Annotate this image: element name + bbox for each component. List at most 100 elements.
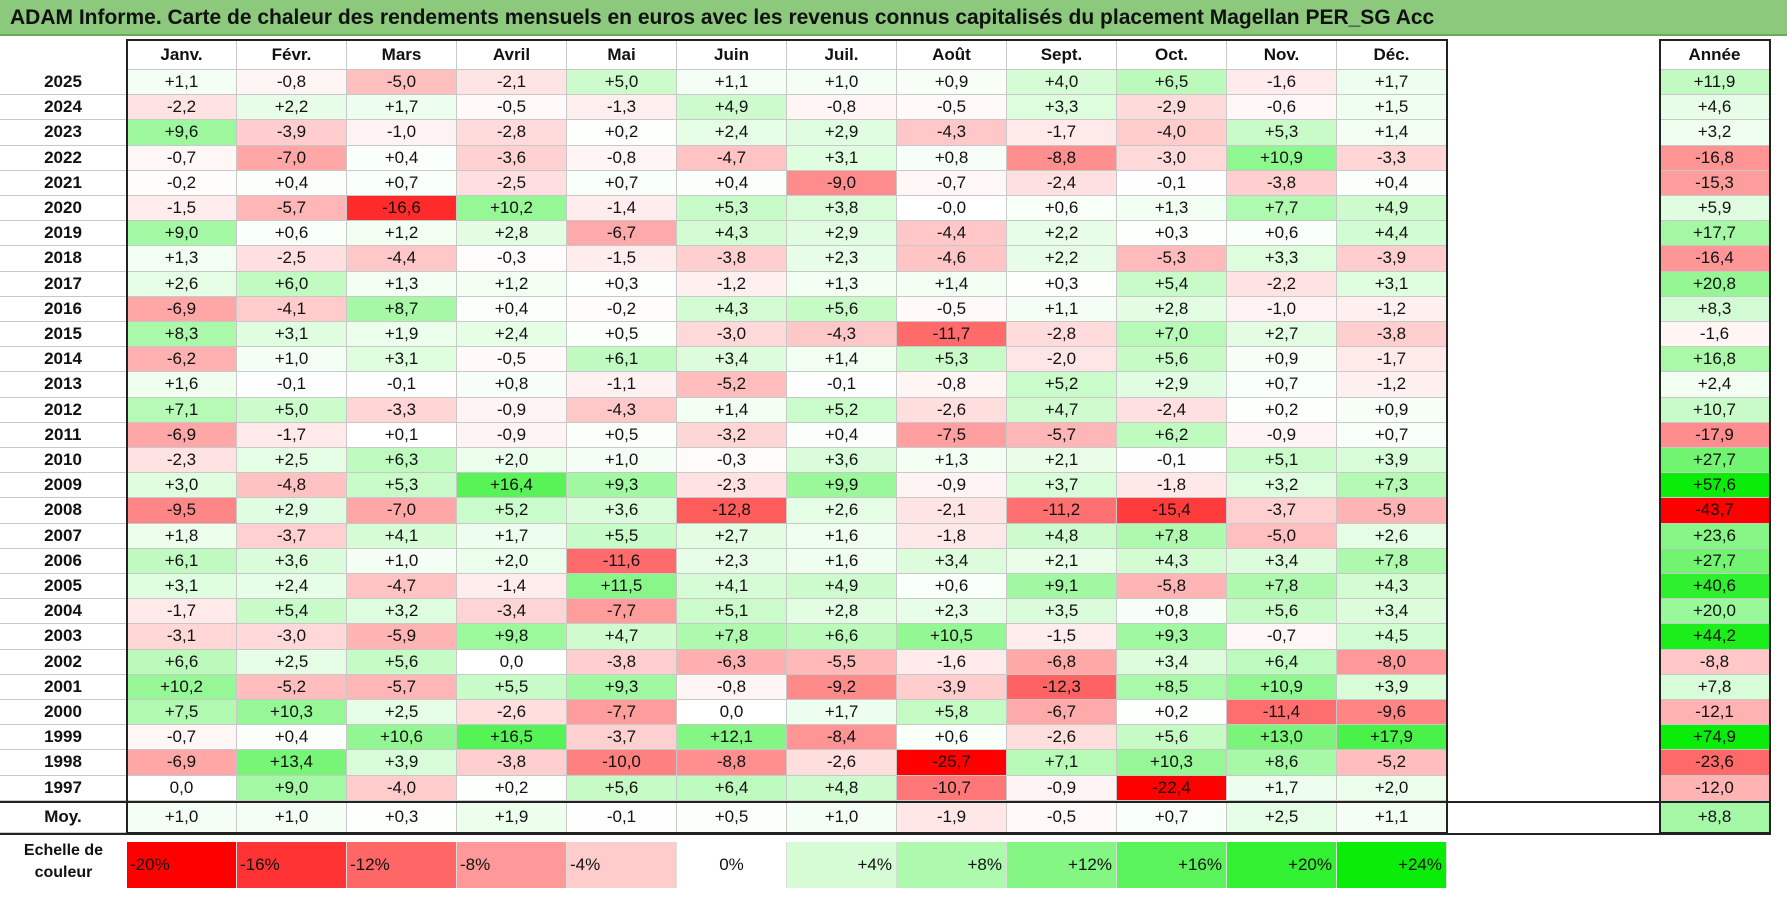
heatmap-cell: -6,9 [127, 750, 237, 776]
heatmap-cell: +3,5 [1007, 599, 1117, 625]
heatmap-cell: +1,1 [677, 70, 787, 96]
heatmap-cell: -0,2 [567, 296, 677, 322]
annual-cell: +4,6 [1660, 95, 1770, 121]
heatmap-cell: -3,4 [457, 599, 567, 625]
heatmap-cell: -3,8 [1337, 322, 1447, 348]
column-header: Août [897, 40, 1007, 70]
average-cell: +1,0 [237, 802, 347, 833]
heatmap-cell: -1,7 [127, 599, 237, 625]
heatmap-cell: -2,1 [897, 498, 1007, 524]
heatmap-cell: +9,3 [567, 674, 677, 700]
heatmap-cell: +3,1 [237, 322, 347, 348]
heatmap-cell: +5,6 [567, 775, 677, 801]
heatmap-cell: -0,9 [1007, 775, 1117, 801]
average-cell: -1,9 [897, 802, 1007, 833]
row-year-label: 2011 [0, 422, 127, 448]
heatmap-cell: +6,6 [787, 624, 897, 650]
heatmap-cell: -2,6 [1007, 725, 1117, 751]
heatmap-cell: +8,6 [1227, 750, 1337, 776]
heatmap-cell: +5,6 [347, 649, 457, 675]
heatmap-cell: +0,3 [567, 271, 677, 297]
heatmap-cell: -1,6 [1227, 70, 1337, 96]
annual-cell: -12,1 [1660, 700, 1770, 726]
heatmap-cell: -25,7 [897, 750, 1007, 776]
heatmap-cell: -2,3 [127, 448, 237, 474]
heatmap-cell: -2,9 [1117, 95, 1227, 121]
heatmap-cell: +1,6 [127, 372, 237, 398]
heatmap-cell: +7,3 [1337, 473, 1447, 499]
average-cell: +1,1 [1337, 802, 1447, 833]
heatmap-cell: -5,0 [1227, 523, 1337, 549]
heatmap-cell: +1,2 [457, 271, 567, 297]
heatmap-cell: +0,4 [457, 296, 567, 322]
heatmap-cell: -5,7 [237, 196, 347, 222]
heatmap-cell: +4,8 [1007, 523, 1117, 549]
heatmap-cell: -1,0 [347, 120, 457, 146]
heatmap-cell: +3,2 [1227, 473, 1337, 499]
heatmap-cell: -7,7 [567, 599, 677, 625]
heatmap-cell: -1,4 [567, 196, 677, 222]
heatmap-cell: -3,8 [567, 649, 677, 675]
color-scale-swatch: +8% [897, 841, 1007, 888]
heatmap-cell: +2,7 [1227, 322, 1337, 348]
heatmap-cell: -11,2 [1007, 498, 1117, 524]
heatmap-cell: -4,1 [237, 296, 347, 322]
heatmap-cell: -12,8 [677, 498, 787, 524]
heatmap-cell: -2,2 [1227, 271, 1337, 297]
color-scale-swatch: +4% [787, 841, 897, 888]
heatmap-cell: -8,8 [1007, 145, 1117, 171]
heatmap-cell: -2,2 [127, 95, 237, 121]
heatmap-cell: +1,3 [347, 271, 457, 297]
color-scale-swatch: +20% [1227, 841, 1337, 888]
heatmap-cell: +5,2 [457, 498, 567, 524]
average-cell: -0,5 [1007, 802, 1117, 833]
color-scale-label: Echelle de couleur [0, 840, 127, 884]
heatmap-cell: +2,9 [237, 498, 347, 524]
heatmap-cell: +5,3 [677, 196, 787, 222]
heatmap-cell: -1,7 [237, 422, 347, 448]
heatmap-cell: +1,4 [1337, 120, 1447, 146]
annual-cell: +8,3 [1660, 296, 1770, 322]
heatmap-cell: +4,3 [1337, 574, 1447, 600]
row-year-label: 2012 [0, 397, 127, 423]
heatmap-cell: -2,8 [1007, 322, 1117, 348]
heatmap-cell: -4,4 [897, 221, 1007, 247]
heatmap-cell: +3,8 [787, 196, 897, 222]
heatmap-cell: +13,0 [1227, 725, 1337, 751]
heatmap-cell: +0,7 [347, 170, 457, 196]
heatmap-cell: +2,4 [237, 574, 347, 600]
heatmap-cell: +1,7 [347, 95, 457, 121]
annual-cell: +40,6 [1660, 574, 1770, 600]
heatmap-cell: -1,6 [897, 649, 1007, 675]
heatmap-cell: -0,9 [1227, 422, 1337, 448]
heatmap-cell: -11,7 [897, 322, 1007, 348]
heatmap-cell: +2,6 [127, 271, 237, 297]
heatmap-cell: +9,0 [237, 775, 347, 801]
heatmap-cell: +4,9 [1337, 196, 1447, 222]
heatmap-cell: -3,3 [347, 397, 457, 423]
heatmap-cell: +1,6 [787, 523, 897, 549]
row-year-label: 2000 [0, 700, 127, 726]
heatmap-cell: +0,2 [1227, 397, 1337, 423]
heatmap-cell: +4,7 [567, 624, 677, 650]
heatmap-cell: -7,7 [567, 700, 677, 726]
chart-title: ADAM Informe. Carte de chaleur des rende… [0, 0, 1787, 36]
heatmap-cell: -3,8 [457, 750, 567, 776]
average-row-label: Moy. [0, 802, 127, 833]
heatmap-cell: +5,3 [897, 347, 1007, 373]
annual-cell: +5,9 [1660, 196, 1770, 222]
annual-cell: -8,8 [1660, 649, 1770, 675]
column-header: Mars [347, 40, 457, 70]
annual-cell: -17,9 [1660, 422, 1770, 448]
heatmap-cell: -6,9 [127, 296, 237, 322]
heatmap-cell: +5,6 [1227, 599, 1337, 625]
heatmap-cell: -0,8 [237, 70, 347, 96]
heatmap-cell: +5,3 [1227, 120, 1337, 146]
heatmap-cell: -1,3 [567, 95, 677, 121]
heatmap-cell: -2,6 [787, 750, 897, 776]
heatmap-cell: -2,8 [457, 120, 567, 146]
heatmap-cell: +13,4 [237, 750, 347, 776]
row-year-label: 2015 [0, 322, 127, 348]
heatmap-cell: +5,8 [897, 700, 1007, 726]
heatmap-cell: -0,1 [787, 372, 897, 398]
